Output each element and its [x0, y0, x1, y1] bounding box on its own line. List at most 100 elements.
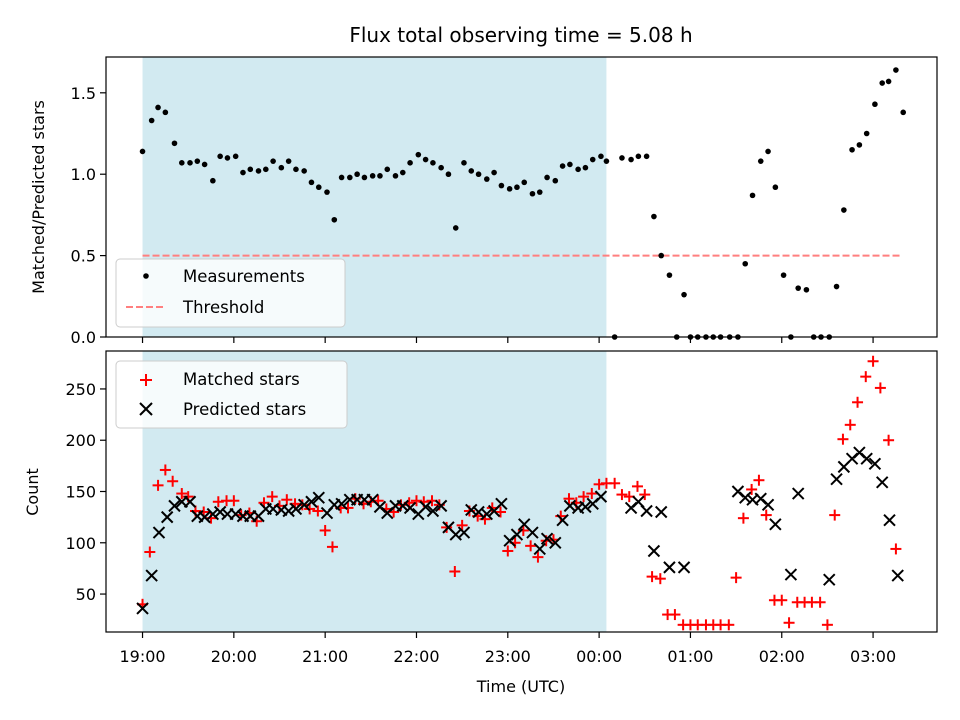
measurement-point — [171, 140, 178, 147]
measurement-point — [155, 104, 161, 111]
predicted-point — [426, 504, 440, 518]
matched-point — [312, 505, 324, 517]
predicted-point — [830, 472, 843, 486]
predicted-point — [549, 536, 562, 549]
matched-point — [860, 371, 872, 383]
matched-point — [494, 506, 506, 518]
legend-threshold-label: Threshold — [182, 298, 264, 317]
predicted-point — [791, 487, 805, 500]
top-y-tick-label: 0.0 — [71, 328, 96, 347]
matched-point — [844, 419, 856, 431]
matched-point — [821, 619, 833, 631]
legend-matched-label: Matched stars — [183, 370, 300, 389]
matched-point — [616, 489, 628, 501]
measurement-point — [324, 189, 330, 195]
predicted-point — [145, 569, 158, 582]
legend-measurements-label: Measurements — [183, 267, 305, 286]
predicted-point — [495, 497, 508, 511]
predicted-point — [152, 526, 166, 539]
measurement-point — [483, 176, 490, 182]
x-tick-label: 20:00 — [211, 647, 257, 666]
predicted-point — [297, 498, 311, 512]
matched-point — [776, 594, 788, 606]
measurement-point — [598, 153, 604, 160]
top-y-axis-label: Matched/Predicted stars — [29, 100, 48, 294]
bottom-y-ticks: 50 100 150 200 250 — [65, 380, 106, 604]
measurement-point — [217, 153, 223, 160]
measurement-point — [315, 184, 322, 191]
measurement-point — [772, 184, 779, 191]
measurement-point — [162, 109, 169, 116]
bottom-y-tick-label: 150 — [65, 483, 96, 502]
predicted-point — [868, 457, 882, 471]
measurement-point — [893, 67, 899, 73]
predicted-point — [312, 491, 325, 504]
bottom-y-axis-label: Count — [23, 468, 42, 516]
predicted-point — [556, 514, 569, 527]
measurement-point — [872, 101, 878, 108]
measurement-point — [354, 171, 360, 178]
matched-point — [829, 509, 841, 521]
measurement-point — [879, 80, 886, 86]
matched-point — [669, 609, 681, 621]
measurement-point — [506, 186, 513, 192]
top-panel: 0.0 0.5 1.0 1.5 Matched/Predicted stars Mea… — [29, 56, 938, 347]
x-tick-label: 21:00 — [302, 647, 348, 666]
measurement-point — [263, 166, 269, 173]
matched-point — [852, 396, 864, 408]
matched-point — [525, 540, 537, 552]
measurement-point — [544, 174, 550, 181]
measurement-point — [658, 252, 665, 259]
predicted-point — [891, 569, 904, 582]
predicted-point — [540, 532, 554, 545]
matched-point — [867, 355, 879, 367]
top-legend: Measurements Threshold — [115, 258, 346, 328]
matched-point — [737, 512, 749, 524]
matched-point — [730, 572, 742, 584]
measurement-point — [178, 160, 185, 166]
bottom-y-tick-label: 50 — [76, 585, 96, 604]
measurement-point — [529, 190, 536, 197]
measurement-point — [589, 156, 596, 163]
measurement-point — [885, 78, 892, 85]
measurement-point — [210, 177, 216, 184]
predicted-point — [305, 495, 318, 508]
predicted-point — [579, 500, 592, 514]
measurement-point — [392, 173, 399, 179]
predicted-point — [510, 528, 524, 541]
matched-point — [532, 551, 544, 563]
measurement-point — [559, 163, 566, 169]
measurement-point — [900, 109, 907, 116]
matched-point — [586, 488, 598, 500]
predicted-point — [761, 498, 775, 512]
bottom-legend: Matched stars Predicted stars — [115, 360, 348, 429]
predicted-point — [883, 514, 896, 527]
measurement-point — [849, 146, 855, 153]
matched-point — [326, 541, 338, 553]
predicted-point — [168, 499, 181, 513]
predicted-point — [457, 526, 471, 539]
matched-point — [874, 382, 886, 394]
measurement-point — [567, 161, 573, 168]
measurement-point — [148, 117, 155, 124]
measurement-point — [491, 169, 497, 176]
measurement-point — [232, 153, 239, 160]
bottom-y-tick-label: 100 — [65, 534, 96, 553]
measurement-point — [619, 155, 625, 161]
predicted-point — [198, 510, 211, 524]
predicted-point — [465, 503, 478, 517]
measurement-point — [582, 164, 589, 171]
matched-point — [159, 464, 171, 476]
measurement-point — [285, 158, 292, 164]
x-tick-label: 22:00 — [393, 647, 439, 666]
predicted-point — [403, 501, 417, 515]
matched-point — [167, 475, 179, 487]
measurement-point — [765, 148, 771, 155]
matched-point — [152, 479, 164, 491]
measurement-point — [384, 166, 391, 173]
predicted-point — [480, 507, 494, 521]
matched-point — [578, 491, 590, 503]
matched-point — [883, 434, 895, 446]
measurement-point — [803, 286, 810, 293]
measurement-point — [194, 158, 201, 164]
